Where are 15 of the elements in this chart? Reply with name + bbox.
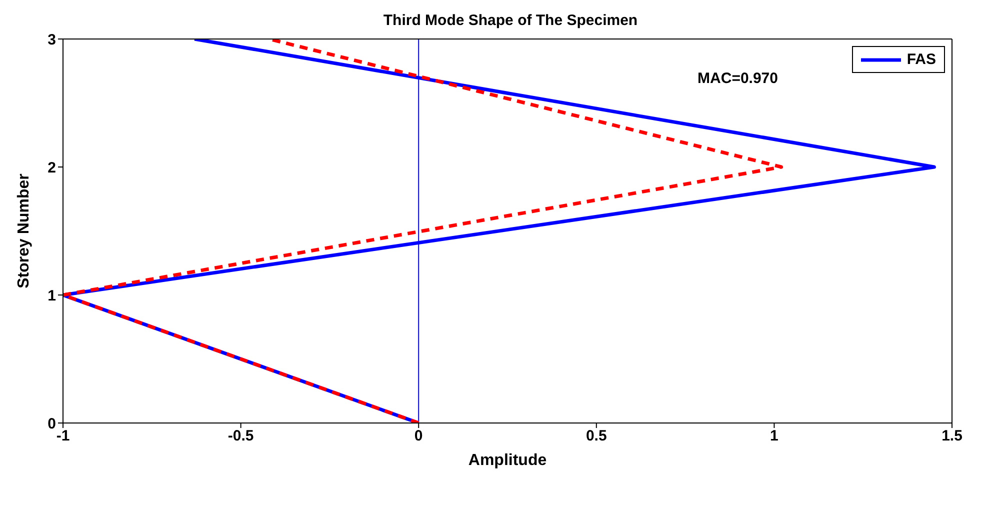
annotation: MAC=0.970 — [698, 70, 778, 87]
x-tick-label: -0.5 — [228, 428, 254, 445]
x-tick-label: 0 — [414, 428, 423, 445]
x-axis-title: Amplitude — [468, 452, 547, 469]
y-tick-label: 2 — [48, 159, 56, 176]
y-tick-label: 0 — [48, 415, 56, 432]
chart-title: Third Mode Shape of The Specimen — [382, 12, 639, 29]
y-tick-label: 1 — [48, 287, 56, 304]
y-axis-title: Storey Number — [16, 174, 33, 288]
x-tick-label: 1 — [770, 428, 778, 445]
y-tick-label: 3 — [48, 31, 56, 48]
x-tick-label: -1 — [56, 428, 70, 445]
x-tick-label: 0.5 — [586, 428, 607, 445]
x-tick-label: 1.5 — [942, 428, 962, 445]
legend-label: FAS — [906, 51, 936, 68]
